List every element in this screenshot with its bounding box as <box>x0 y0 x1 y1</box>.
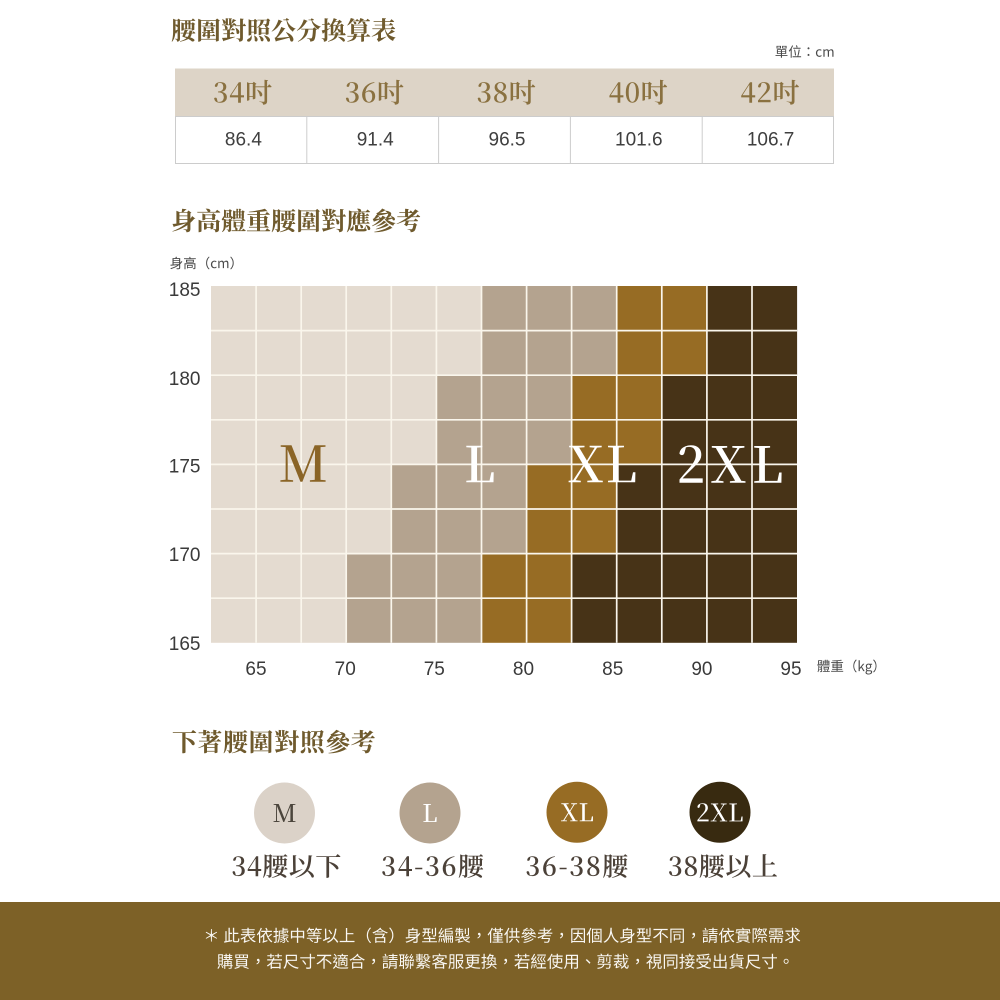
svg-text:70: 70 <box>335 659 356 680</box>
svg-text:185: 185 <box>169 280 201 301</box>
svg-text:96.5: 96.5 <box>489 130 526 151</box>
svg-text:170: 170 <box>169 545 201 566</box>
svg-text:75: 75 <box>424 659 445 680</box>
svg-text:80: 80 <box>513 659 534 680</box>
svg-text:165: 165 <box>169 634 201 655</box>
svg-text:65: 65 <box>245 659 266 680</box>
svg-text:101.6: 101.6 <box>615 130 663 151</box>
svg-text:90: 90 <box>691 659 712 680</box>
svg-text:175: 175 <box>169 456 201 477</box>
svg-text:86.4: 86.4 <box>225 130 262 151</box>
svg-text:106.7: 106.7 <box>747 130 795 151</box>
svg-text:95: 95 <box>780 659 801 680</box>
svg-text:85: 85 <box>602 659 623 680</box>
svg-text:91.4: 91.4 <box>357 130 394 151</box>
svg-text:180: 180 <box>169 369 201 390</box>
